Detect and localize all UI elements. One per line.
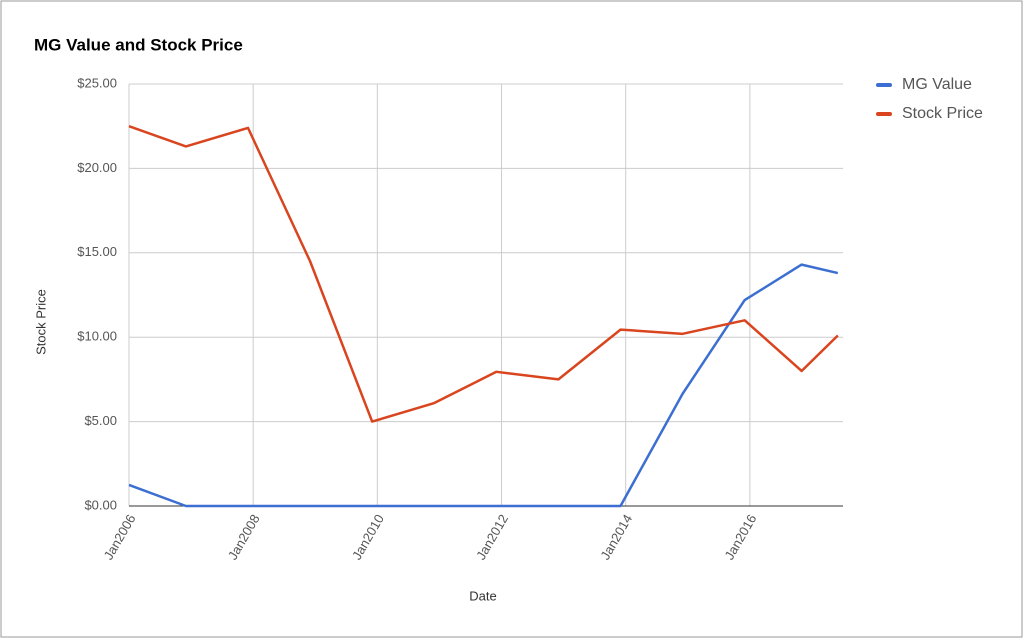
y-tick-label: $15.00 bbox=[77, 244, 117, 259]
y-tick-label: $0.00 bbox=[84, 497, 117, 512]
legend-label: MG Value bbox=[902, 76, 972, 93]
y-tick-label: $5.00 bbox=[84, 413, 117, 428]
y-tick-label: $20.00 bbox=[77, 160, 117, 175]
chart-title: MG Value and Stock Price bbox=[34, 35, 243, 54]
series-line bbox=[128, 263, 839, 508]
x-axis-title: Date bbox=[469, 588, 496, 603]
series-line bbox=[128, 125, 839, 423]
y-axis-title: Stock Price bbox=[33, 289, 48, 355]
legend-label: Stock Price bbox=[902, 105, 983, 122]
y-tick-label: $10.00 bbox=[77, 329, 117, 344]
y-tick-label: $25.00 bbox=[77, 75, 117, 90]
